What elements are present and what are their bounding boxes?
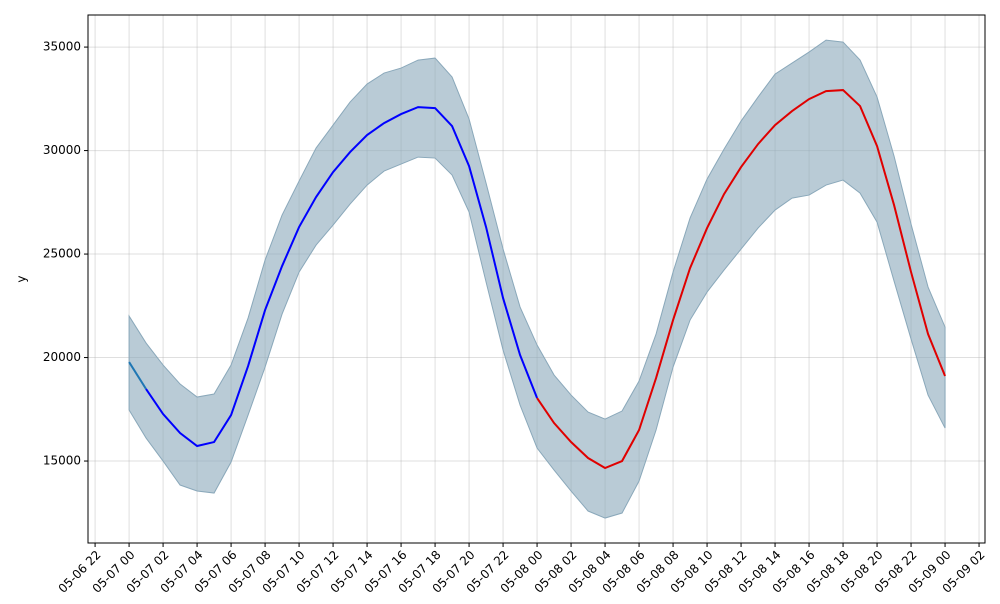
series-line [145,106,538,448]
y-tick-label: 30000 [43,143,81,157]
series-line [128,361,147,390]
plot-frame [87,14,986,544]
y-axis-label: y [15,275,29,282]
confidence-band [128,39,946,519]
y-tick-label: 25000 [43,247,81,261]
y-tick-label: 20000 [43,350,81,364]
y-tick-label: 15000 [43,454,81,468]
y-tick-label: 35000 [43,40,81,54]
series-line [536,89,946,470]
